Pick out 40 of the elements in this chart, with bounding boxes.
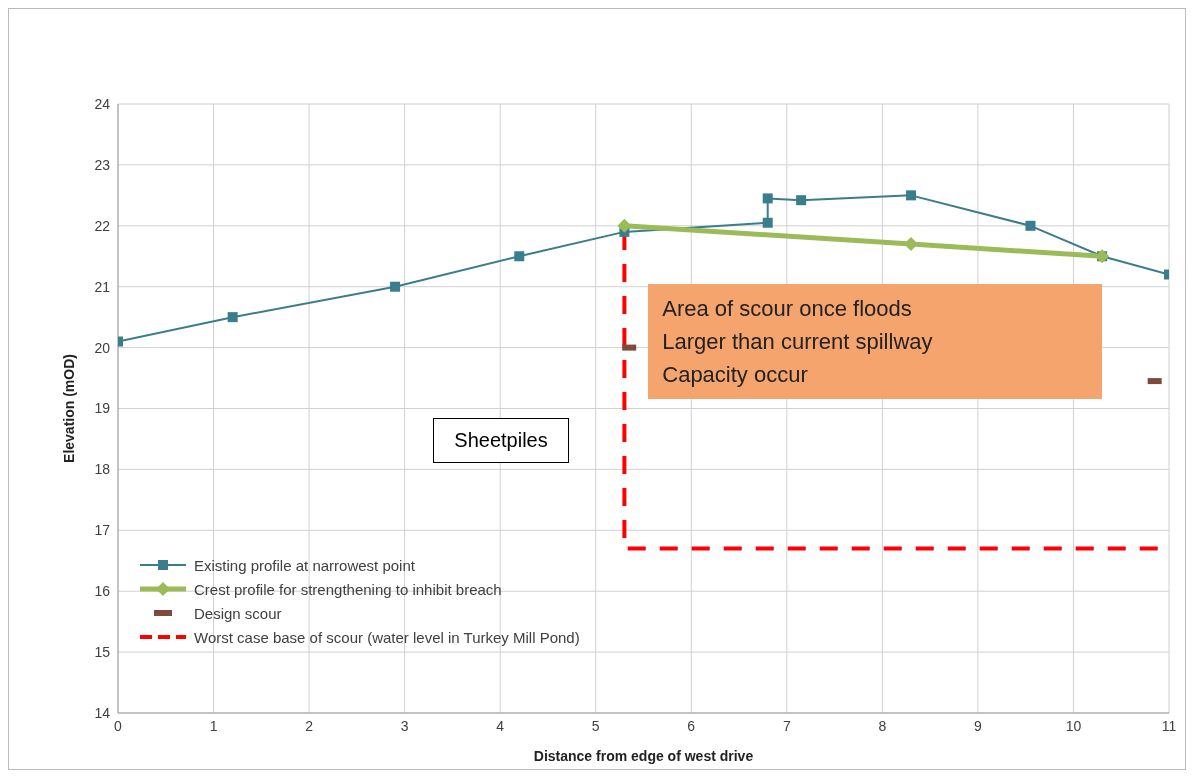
y-tick-label: 16 (94, 583, 111, 600)
legend-label: Existing profile at narrowest point (194, 556, 415, 574)
point (762, 193, 773, 204)
callout-box: Area of scour once floods Larger than current spillway Capacity occur (648, 283, 1103, 399)
x-tick-label: 3 (400, 717, 409, 734)
y-tick-label: 23 (94, 156, 111, 173)
x-tick-label: 5 (591, 717, 600, 734)
point (390, 281, 401, 292)
x-axis-title: Distance from edge of west drive (533, 748, 754, 764)
point (796, 195, 807, 206)
point (617, 218, 632, 233)
x-tick-label: 0 (114, 717, 123, 734)
label-box: Sheetpiles (433, 417, 569, 463)
y-tick-label: 21 (94, 278, 111, 295)
legend-label: Crest profile for strengthening to inhibit breach (194, 580, 502, 598)
y-tick-label: 14 (94, 704, 111, 721)
x-tick-label: 10 (1065, 717, 1082, 734)
x-tick-label: 4 (496, 717, 505, 734)
point (906, 190, 917, 201)
y-tick-label: 22 (94, 217, 111, 234)
point (1025, 220, 1036, 231)
point (227, 312, 238, 323)
x-tick-label: 8 (878, 717, 887, 734)
x-tick-label: 7 (782, 717, 791, 734)
y-tick-label: 18 (94, 461, 111, 478)
x-tick-label: 6 (687, 717, 696, 734)
legend-label: Worst case base of scour (water level in Turkey Mill Pond) (194, 628, 580, 646)
point (514, 251, 525, 262)
y-axis-title: Elevation (mOD) (60, 354, 77, 463)
point (762, 217, 773, 228)
y-tick-label: 15 (94, 644, 111, 661)
x-tick-label: 11 (1161, 717, 1177, 734)
x-tick-label: 1 (209, 717, 218, 734)
x-tick-label: 9 (974, 717, 983, 734)
legend-label: Design scour (194, 604, 282, 622)
y-tick-label: 19 (94, 400, 111, 417)
y-tick-label: 17 (94, 522, 111, 539)
y-tick-label: 20 (94, 339, 111, 356)
y-tick-label: 24 (94, 95, 111, 112)
x-tick-label: 2 (305, 717, 314, 734)
